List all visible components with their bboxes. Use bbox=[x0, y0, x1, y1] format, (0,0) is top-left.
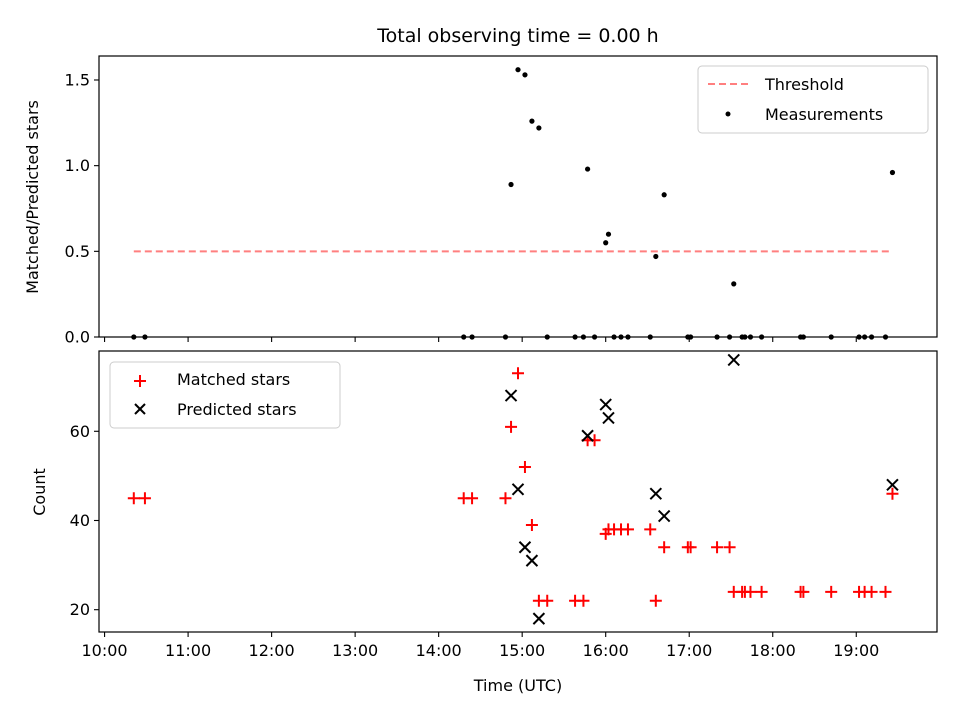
predicted-star-point bbox=[581, 429, 594, 442]
bottom-legend-box bbox=[109, 361, 341, 429]
legend-predicted-swatch bbox=[134, 403, 146, 415]
matched-star-point bbox=[879, 585, 892, 598]
bottom-panel: 20 40 60 10:00 11:00 12:00 13:00 14:00 15:00 16:… bbox=[30, 350, 938, 695]
legend-measurements-label: Measurements bbox=[765, 105, 883, 124]
matched-star-point bbox=[621, 523, 634, 536]
predicted-star-point bbox=[599, 398, 612, 411]
legend-matched-swatch bbox=[134, 375, 146, 387]
predicted-star-point bbox=[649, 487, 663, 500]
legend-measurements-swatch bbox=[725, 111, 731, 117]
matched-star-point bbox=[138, 492, 151, 505]
bottom-x-axis-label: Time (UTC) bbox=[473, 676, 562, 695]
top-y-tick-label: 0.5 bbox=[65, 242, 90, 261]
measurement-point bbox=[731, 281, 737, 287]
legend-threshold-label: Threshold bbox=[764, 75, 844, 94]
measurement-point bbox=[605, 231, 612, 237]
legend-predicted-label: Predicted stars bbox=[177, 400, 297, 419]
bottom-x-tick-label: 13:00 bbox=[332, 641, 378, 660]
matched-star-point bbox=[886, 487, 899, 500]
matched-star-point bbox=[744, 585, 757, 598]
predicted-star-point bbox=[525, 554, 539, 567]
bottom-x-tick-label: 16:00 bbox=[583, 641, 629, 660]
matched-star-point bbox=[466, 492, 479, 505]
top-y-axis: 0.0 0.5 1.0 1.5 bbox=[65, 70, 99, 347]
bottom-y-axis-label: Count bbox=[30, 468, 49, 516]
matched-stars-points bbox=[127, 367, 899, 607]
matched-star-point bbox=[499, 492, 512, 505]
predicted-star-point bbox=[511, 483, 525, 496]
measurement-point bbox=[536, 125, 542, 131]
bottom-x-tick-label: 15:00 bbox=[499, 641, 545, 660]
bottom-x-tick-label: 12:00 bbox=[249, 641, 295, 660]
measurement-point bbox=[661, 192, 667, 198]
measurement-point bbox=[522, 72, 528, 78]
matched-star-point bbox=[512, 367, 524, 380]
predicted-stars-points bbox=[504, 353, 899, 625]
matched-star-point bbox=[541, 594, 554, 607]
measurement-point bbox=[603, 240, 609, 246]
top-panel: 0.0 0.5 1.0 1.5 Matched/Predicted stars Thr… bbox=[23, 55, 938, 347]
bottom-y-tick-label: 40 bbox=[70, 511, 90, 530]
predicted-star-point bbox=[602, 411, 615, 425]
matched-star-point bbox=[127, 492, 140, 505]
bottom-x-tick-label: 14:00 bbox=[416, 641, 462, 660]
legend-matched-label: Matched stars bbox=[177, 370, 290, 389]
bottom-x-tick-label: 10:00 bbox=[82, 641, 128, 660]
predicted-star-point bbox=[504, 389, 518, 402]
matched-star-point bbox=[797, 585, 810, 598]
matched-star-point bbox=[711, 541, 724, 554]
matched-star-point bbox=[577, 594, 590, 607]
bottom-y-tick-label: 20 bbox=[70, 600, 90, 619]
measurement-point bbox=[515, 67, 521, 73]
predicted-star-point bbox=[886, 478, 899, 492]
measurement-point bbox=[585, 166, 591, 172]
matched-star-point bbox=[649, 594, 662, 607]
matched-star-point bbox=[525, 518, 538, 531]
matched-star-point bbox=[518, 460, 531, 473]
top-plot-frame bbox=[98, 55, 938, 338]
matched-star-point bbox=[684, 541, 697, 554]
top-y-tick-label: 0.0 bbox=[65, 328, 90, 347]
predicted-star-point bbox=[518, 541, 532, 554]
bottom-x-tick-label: 18:00 bbox=[750, 641, 796, 660]
top-legend: Threshold Measurements bbox=[697, 65, 929, 134]
matched-star-point bbox=[825, 585, 838, 598]
matched-star-point bbox=[644, 523, 657, 536]
bottom-y-axis: 20 40 60 bbox=[70, 422, 99, 619]
top-y-tick-label: 1.5 bbox=[65, 70, 90, 89]
top-legend-box bbox=[697, 65, 929, 134]
bottom-plot-frame bbox=[98, 350, 938, 633]
bottom-y-tick-label: 60 bbox=[70, 422, 90, 441]
bottom-legend: Matched stars Predicted stars bbox=[109, 361, 341, 429]
bottom-x-tick-label: 17:00 bbox=[666, 641, 712, 660]
matched-star-point bbox=[658, 541, 671, 554]
matched-star-point bbox=[588, 434, 601, 447]
bottom-x-tick-label: 11:00 bbox=[165, 641, 211, 660]
top-y-axis-label: Matched/Predicted stars bbox=[23, 100, 42, 294]
predicted-star-point bbox=[657, 509, 671, 523]
measurement-point bbox=[529, 118, 535, 124]
matched-star-point bbox=[505, 420, 518, 433]
bottom-x-axis: 10:00 11:00 12:00 13:00 14:00 15:00 16:00 17:00… bbox=[82, 632, 879, 660]
measurement-point bbox=[653, 253, 659, 260]
matched-star-point bbox=[865, 585, 878, 598]
bottom-x-tick-label: 19:00 bbox=[833, 641, 879, 660]
measurement-point bbox=[889, 169, 896, 176]
top-x-axis-ticks bbox=[104, 337, 857, 342]
matched-star-point bbox=[723, 541, 736, 554]
figure-title: Total observing time = 0.00 h bbox=[376, 25, 658, 47]
matched-star-point bbox=[755, 585, 768, 598]
top-y-tick-label: 1.0 bbox=[65, 156, 90, 175]
predicted-star-point bbox=[532, 612, 546, 625]
measurement-point bbox=[508, 181, 514, 188]
predicted-star-point bbox=[727, 353, 740, 367]
